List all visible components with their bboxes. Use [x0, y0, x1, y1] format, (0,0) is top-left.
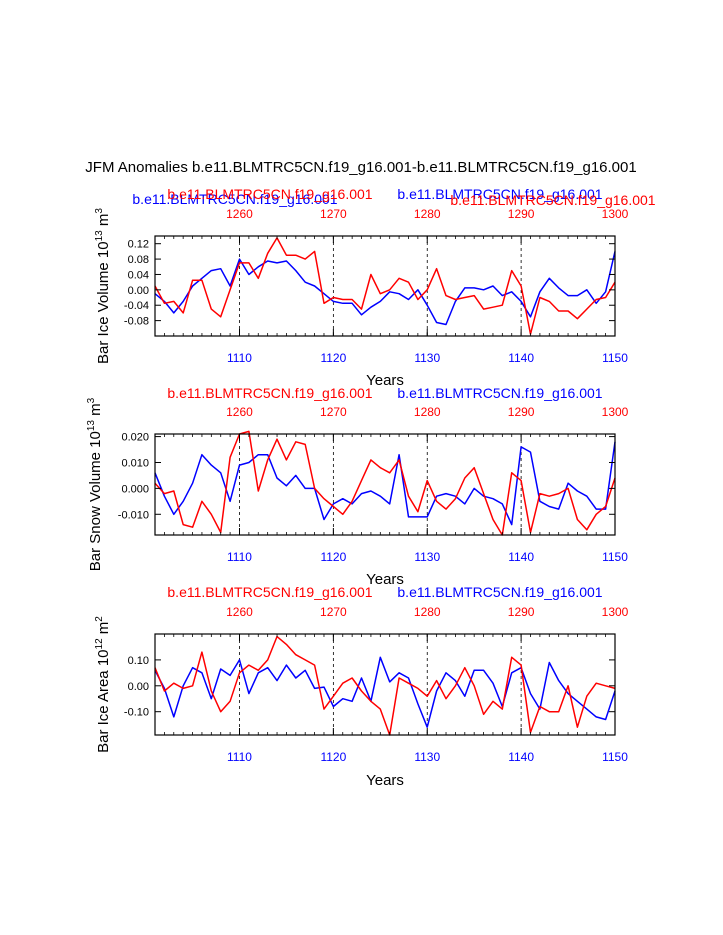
- x-top-tick-label: 1280: [414, 605, 441, 619]
- x-top-tick-label: 1260: [226, 405, 253, 419]
- panel1-legend-red-right: b.e11.BLMTRC5CN.f19_g16.001: [450, 192, 655, 208]
- ice-area-panel: -0.10 0.00 0.10 1110 1120 1130 1140 1150 1260 127…: [94, 605, 629, 789]
- x-tick-label: 1140: [508, 351, 534, 365]
- x-top-tick-label: 1290: [508, 207, 535, 221]
- x-tick-label: 1120: [320, 351, 346, 365]
- plot-frame: [154, 433, 616, 536]
- panel1-legend-red-left: b.e11.BLMTRC5CN.f19_g16.001: [167, 186, 372, 202]
- panel2-legend-red: b.e11.BLMTRC5CN.f19_g16.001: [167, 385, 372, 401]
- x-top-tick-label: 1260: [226, 605, 253, 619]
- x-tick-label: 1130: [414, 750, 440, 764]
- panel3-legend-red: b.e11.BLMTRC5CN.f19_g16.001: [167, 584, 372, 600]
- series-line-blue: [154, 251, 616, 326]
- y-axis-title-part-1: 12: [94, 638, 105, 650]
- x-top-tick-label: 1290: [508, 405, 535, 419]
- x-top-tick-label: 1260: [226, 207, 253, 221]
- y-axis-title: Bar Snow Volume 1013 m3: [86, 397, 104, 571]
- y-axis-title-part-3: 3: [94, 208, 105, 214]
- x-tick-label: 1130: [414, 351, 440, 365]
- x-top-tick-label: 1280: [414, 405, 441, 419]
- x-top-tick-label: 1280: [414, 207, 441, 221]
- y-axis-title-part-3: 3: [86, 397, 97, 403]
- x-top-tick-label: 1290: [508, 605, 535, 619]
- panel3-legend-blue: b.e11.BLMTRC5CN.f19_g16.001: [397, 584, 602, 600]
- y-tick-label: -0.04: [124, 300, 149, 312]
- x-top-tick-label: 1300: [602, 207, 629, 221]
- series-line-red: [154, 237, 616, 335]
- panel2-legend-blue: b.e11.BLMTRC5CN.f19_g16.001: [397, 385, 602, 401]
- y-axis-title-part-0: Bar Ice Area 10: [95, 649, 112, 752]
- x-top-tick-label: 1270: [320, 207, 347, 221]
- y-axis-title-part-2: m: [87, 403, 104, 420]
- x-tick-label: 1110: [227, 750, 252, 764]
- y-axis-title: Bar Ice Volume 1013 m3: [94, 208, 112, 364]
- y-tick-label: -0.08: [124, 316, 149, 328]
- plot-frame: [154, 633, 616, 736]
- panel1-legend-blue-left: b.e11.BLMTRC5CN.f19_g16.001: [132, 191, 337, 207]
- y-axis-title: Bar Ice Area 1012 m2: [94, 616, 112, 753]
- y-axis-title-part-3: 2: [94, 616, 105, 622]
- y-tick-label: 0.00: [128, 285, 149, 297]
- x-tick-label: 1110: [227, 351, 252, 365]
- y-tick-label: 0.020: [121, 432, 149, 444]
- y-axis-title-part-2: m: [95, 622, 112, 639]
- page-title: JFM Anomalies b.e11.BLMTRC5CN.f19_g16.00…: [85, 159, 636, 176]
- ice-volume-panel: -0.08 -0.04 0.00 0.04 0.08 0.12 1110 1120 1130 11…: [94, 207, 629, 389]
- series-line-red: [154, 635, 616, 736]
- y-tick-label: 0.04: [128, 269, 149, 281]
- y-axis-title-part-0: Bar Snow Volume 10: [87, 431, 104, 571]
- series-line-blue: [154, 441, 616, 526]
- x-tick-label: 1150: [602, 550, 628, 564]
- x-tick-label: 1140: [508, 750, 534, 764]
- plot-frame: [154, 235, 616, 337]
- y-axis-title-part-2: m: [95, 214, 112, 231]
- x-tick-label: 1140: [508, 550, 534, 564]
- x-top-tick-label: 1300: [602, 405, 629, 419]
- x-axis-title: Years: [366, 772, 404, 789]
- y-tick-label: 0.00: [128, 681, 149, 693]
- x-tick-label: 1110: [227, 550, 252, 564]
- y-tick-label: 0.010: [121, 457, 149, 469]
- x-tick-label: 1120: [320, 550, 346, 564]
- y-tick-label: -0.10: [124, 707, 149, 719]
- y-tick-label: 0.000: [121, 483, 149, 495]
- x-tick-label: 1120: [320, 750, 346, 764]
- y-tick-label: 0.12: [128, 239, 149, 251]
- y-axis-title-part-1: 13: [86, 420, 97, 432]
- x-top-tick-label: 1300: [602, 605, 629, 619]
- x-top-tick-label: 1270: [320, 605, 347, 619]
- series-line-blue: [154, 656, 616, 728]
- y-tick-label: 0.10: [128, 655, 149, 667]
- y-tick-label: -0.010: [118, 509, 149, 521]
- x-axis-title: Years: [366, 571, 404, 588]
- x-tick-label: 1130: [414, 550, 440, 564]
- series-line-red: [154, 430, 616, 536]
- panel1-legend-blue-right: b.e11.BLMTRC5CN.f19_g16.001: [397, 186, 602, 202]
- x-tick-label: 1150: [602, 750, 628, 764]
- x-top-tick-label: 1270: [320, 405, 347, 419]
- y-axis-title-part-1: 13: [94, 230, 105, 242]
- y-tick-label: 0.08: [128, 254, 149, 266]
- x-axis-title: Years: [366, 372, 404, 389]
- y-axis-title-part-0: Bar Ice Volume 10: [95, 241, 112, 364]
- x-tick-label: 1150: [602, 351, 628, 365]
- snow-volume-panel: -0.010 0.000 0.010 0.020 1110 1120 1130 1140 115…: [86, 397, 629, 588]
